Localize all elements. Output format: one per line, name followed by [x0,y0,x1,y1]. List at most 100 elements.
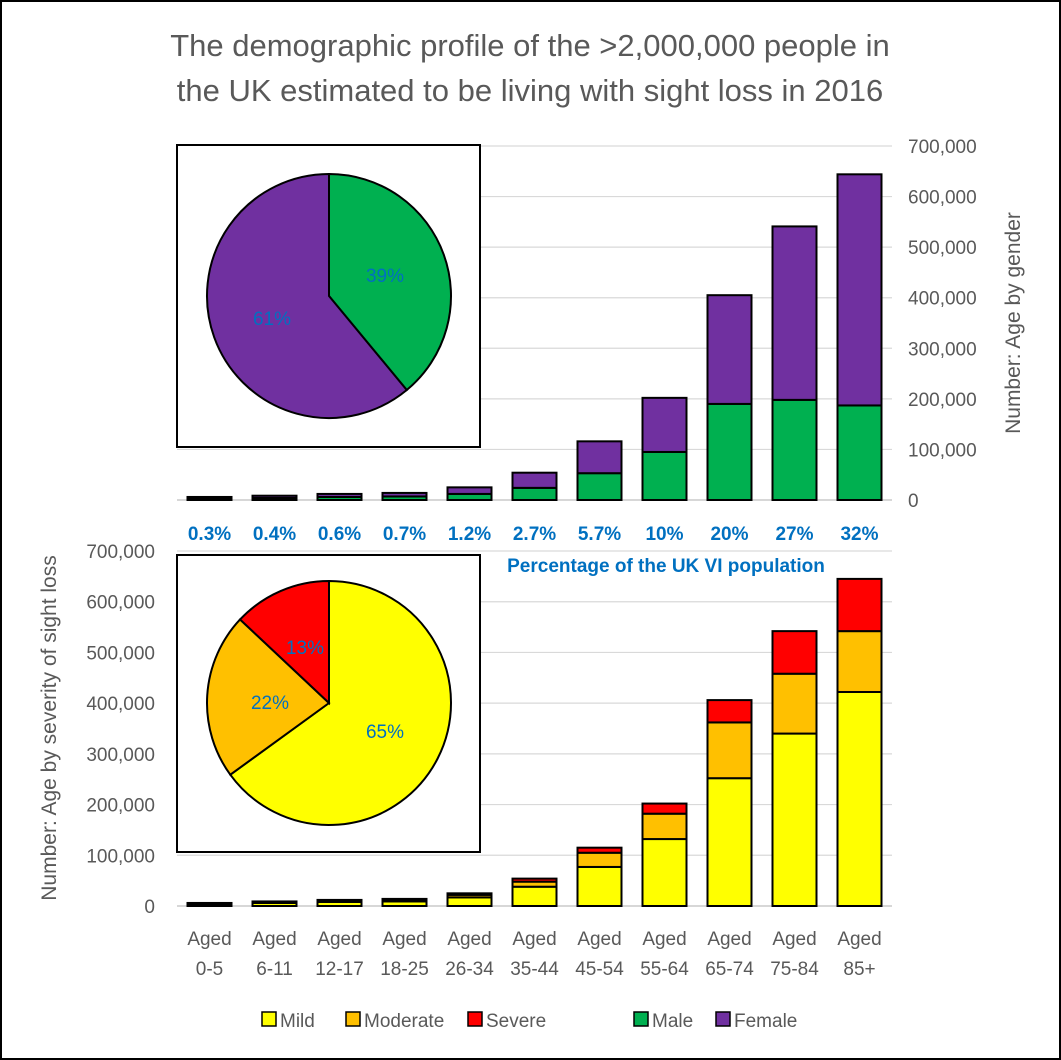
top-bar-male-aged-45-54 [576,472,623,501]
gender-pie-slice-male [328,172,452,392]
top-bar-male-aged-35-44 [511,486,558,501]
top-bar-female-aged-0-5 [186,495,233,500]
severity-pie-slice-severe [238,579,330,706]
legend-label-mild: Mild [280,1011,315,1032]
gender-pie-label-female: 61% [253,309,291,330]
bottom-bar-mild-aged-26-34 [446,896,493,908]
top-bar-female-aged-65-74 [706,294,753,405]
category-label-aged-35-44-line1: Aged [512,929,556,950]
severity-pie-label-mild: 65% [366,722,404,743]
category-label-aged-45-54-line1: Aged [577,929,621,950]
top-y-ticks: 0 100,000 200,000 300,000 400,000 500,000 600,… [908,137,977,512]
bottom-bars [186,577,883,908]
category-label-aged-6-11-line2: 6-11 [256,959,293,980]
category-label-aged-12-17-line2: 12-17 [315,959,364,980]
top-bars [186,173,883,502]
bottom-y-tick-label: 300,000 [86,745,155,766]
legend-swatch-moderate [345,1011,361,1027]
category-label-aged-45-54-line2: 45-54 [575,959,624,980]
severity-pie-slice-mild [228,579,452,826]
legend-swatch-severe [467,1011,483,1027]
category-label-aged-18-25-line2: 18-25 [380,959,429,980]
bottom-bar-severe-aged-85 [836,577,883,633]
category-label-aged-6-11-line1: Aged [252,929,296,950]
severity-pie-slice-moderate [206,618,331,777]
percentage-aged-85: 32% [840,524,878,545]
legend-swatch-male [633,1011,649,1027]
chart-title-line-1: The demographic profile of the >2,000,00… [170,28,890,63]
bottom-bar-severe-aged-18-25 [381,897,428,901]
top-bar-female-aged-75-84 [771,225,818,401]
top-bar-female-aged-26-34 [446,486,493,495]
legend-label-male: Male [652,1011,693,1032]
percentage-aged-6-11: 0.4% [253,524,296,545]
severity-pie-label-moderate: 22% [251,693,289,714]
bottom-y-tick-label: 100,000 [86,846,155,867]
bottom-y-tick-label: 500,000 [86,643,155,664]
top-y-axis-label: Number: Age by gender [1002,212,1025,434]
bottom-bar-severe-aged-12-17 [316,898,363,902]
top-bar-female-aged-35-44 [511,471,558,489]
bottom-bar-severe-aged-6-11 [251,900,298,903]
category-label-aged-0-5-line1: Aged [187,929,231,950]
legend-label-female: Female [734,1011,797,1032]
gender-pie-slice-female [206,172,409,419]
top-y-tick-label: 200,000 [908,390,977,411]
percentage-aged-55-64: 10% [645,524,683,545]
bottom-bar-mild-aged-65-74 [706,777,753,908]
bottom-bar-severe-aged-75-84 [771,630,818,675]
category-label-aged-35-44-line2: 35-44 [510,959,559,980]
bottom-y-tick-label: 400,000 [86,694,155,715]
legend-swatch-mild [261,1011,277,1027]
top-bar-male-aged-75-84 [771,398,818,501]
category-label-aged-75-84-line1: Aged [772,929,816,950]
bottom-bar-severe-aged-35-44 [511,877,558,883]
top-y-tick-label: 400,000 [908,289,977,310]
bottom-y-ticks: 0 100,000 200,000 300,000 400,000 500,000 600,… [86,542,155,918]
bottom-bar-mild-aged-75-84 [771,732,818,907]
bottom-bar-moderate-aged-55-64 [641,812,688,841]
legend-label-moderate: Moderate [364,1011,444,1032]
category-label-aged-12-17-line1: Aged [317,929,361,950]
bottom-y-axis-label: Number: Age by severity of sight loss [38,555,61,901]
category-label-aged-75-84-line2: 75-84 [770,959,819,980]
category-labels: Aged 0-5 Aged 6-11 Aged 12-17 Aged 18-25 Aged 26-… [187,929,881,980]
severity-inset-pie: 65% 22% 13% [176,554,481,853]
legend: Mild Moderate Severe Male Female [261,1011,797,1032]
bottom-bar-moderate-aged-85 [836,630,883,693]
bottom-y-tick-label: 0 [144,897,155,918]
percentage-aged-18-25: 0.7% [383,524,426,545]
top-bar-female-aged-45-54 [576,440,623,475]
top-bar-male-aged-85 [836,404,883,501]
top-y-tick-label: 600,000 [908,188,977,209]
bottom-y-tick-label: 700,000 [86,542,155,563]
bottom-bar-mild-aged-45-54 [576,865,623,908]
top-bar-male-aged-65-74 [706,402,753,501]
gender-inset-pie: 39% 61% [176,144,481,448]
category-label-aged-18-25-line1: Aged [382,929,426,950]
bottom-y-tick-label: 600,000 [86,593,155,614]
category-label-aged-85-line1: Aged [837,929,881,950]
bottom-bar-severe-aged-26-34 [446,892,493,896]
bottom-bar-moderate-aged-65-74 [706,721,753,780]
chart-title-line-2: the UK estimated to be living with sight… [177,73,884,108]
category-label-aged-26-34-line1: Aged [447,929,491,950]
top-bar-female-aged-12-17 [316,492,363,498]
bottom-bar-mild-aged-85 [836,690,883,907]
percentage-aged-0-5: 0.3% [188,524,231,545]
bottom-bar-mild-aged-55-64 [641,838,688,907]
top-y-tick-label: 500,000 [908,238,977,259]
percentage-aged-26-34: 1.2% [448,524,491,545]
percentage-labels: 0.3% 0.4% 0.6% 0.7% 1.2% 2.7% 5.7% 10% 20% 27% 32% [188,524,879,545]
percentage-aged-12-17: 0.6% [318,524,361,545]
top-bar-female-aged-6-11 [251,494,298,499]
top-bar-female-aged-18-25 [381,491,428,498]
category-label-aged-85-line2: 85+ [843,959,875,980]
percentage-aged-45-54: 5.7% [578,524,621,545]
bottom-y-tick-label: 200,000 [86,796,155,817]
top-bar-female-aged-85 [836,173,883,407]
category-label-aged-55-64-line1: Aged [642,929,686,950]
bottom-bar-mild-aged-35-44 [511,885,558,908]
legend-label-severe: Severe [486,1011,546,1032]
